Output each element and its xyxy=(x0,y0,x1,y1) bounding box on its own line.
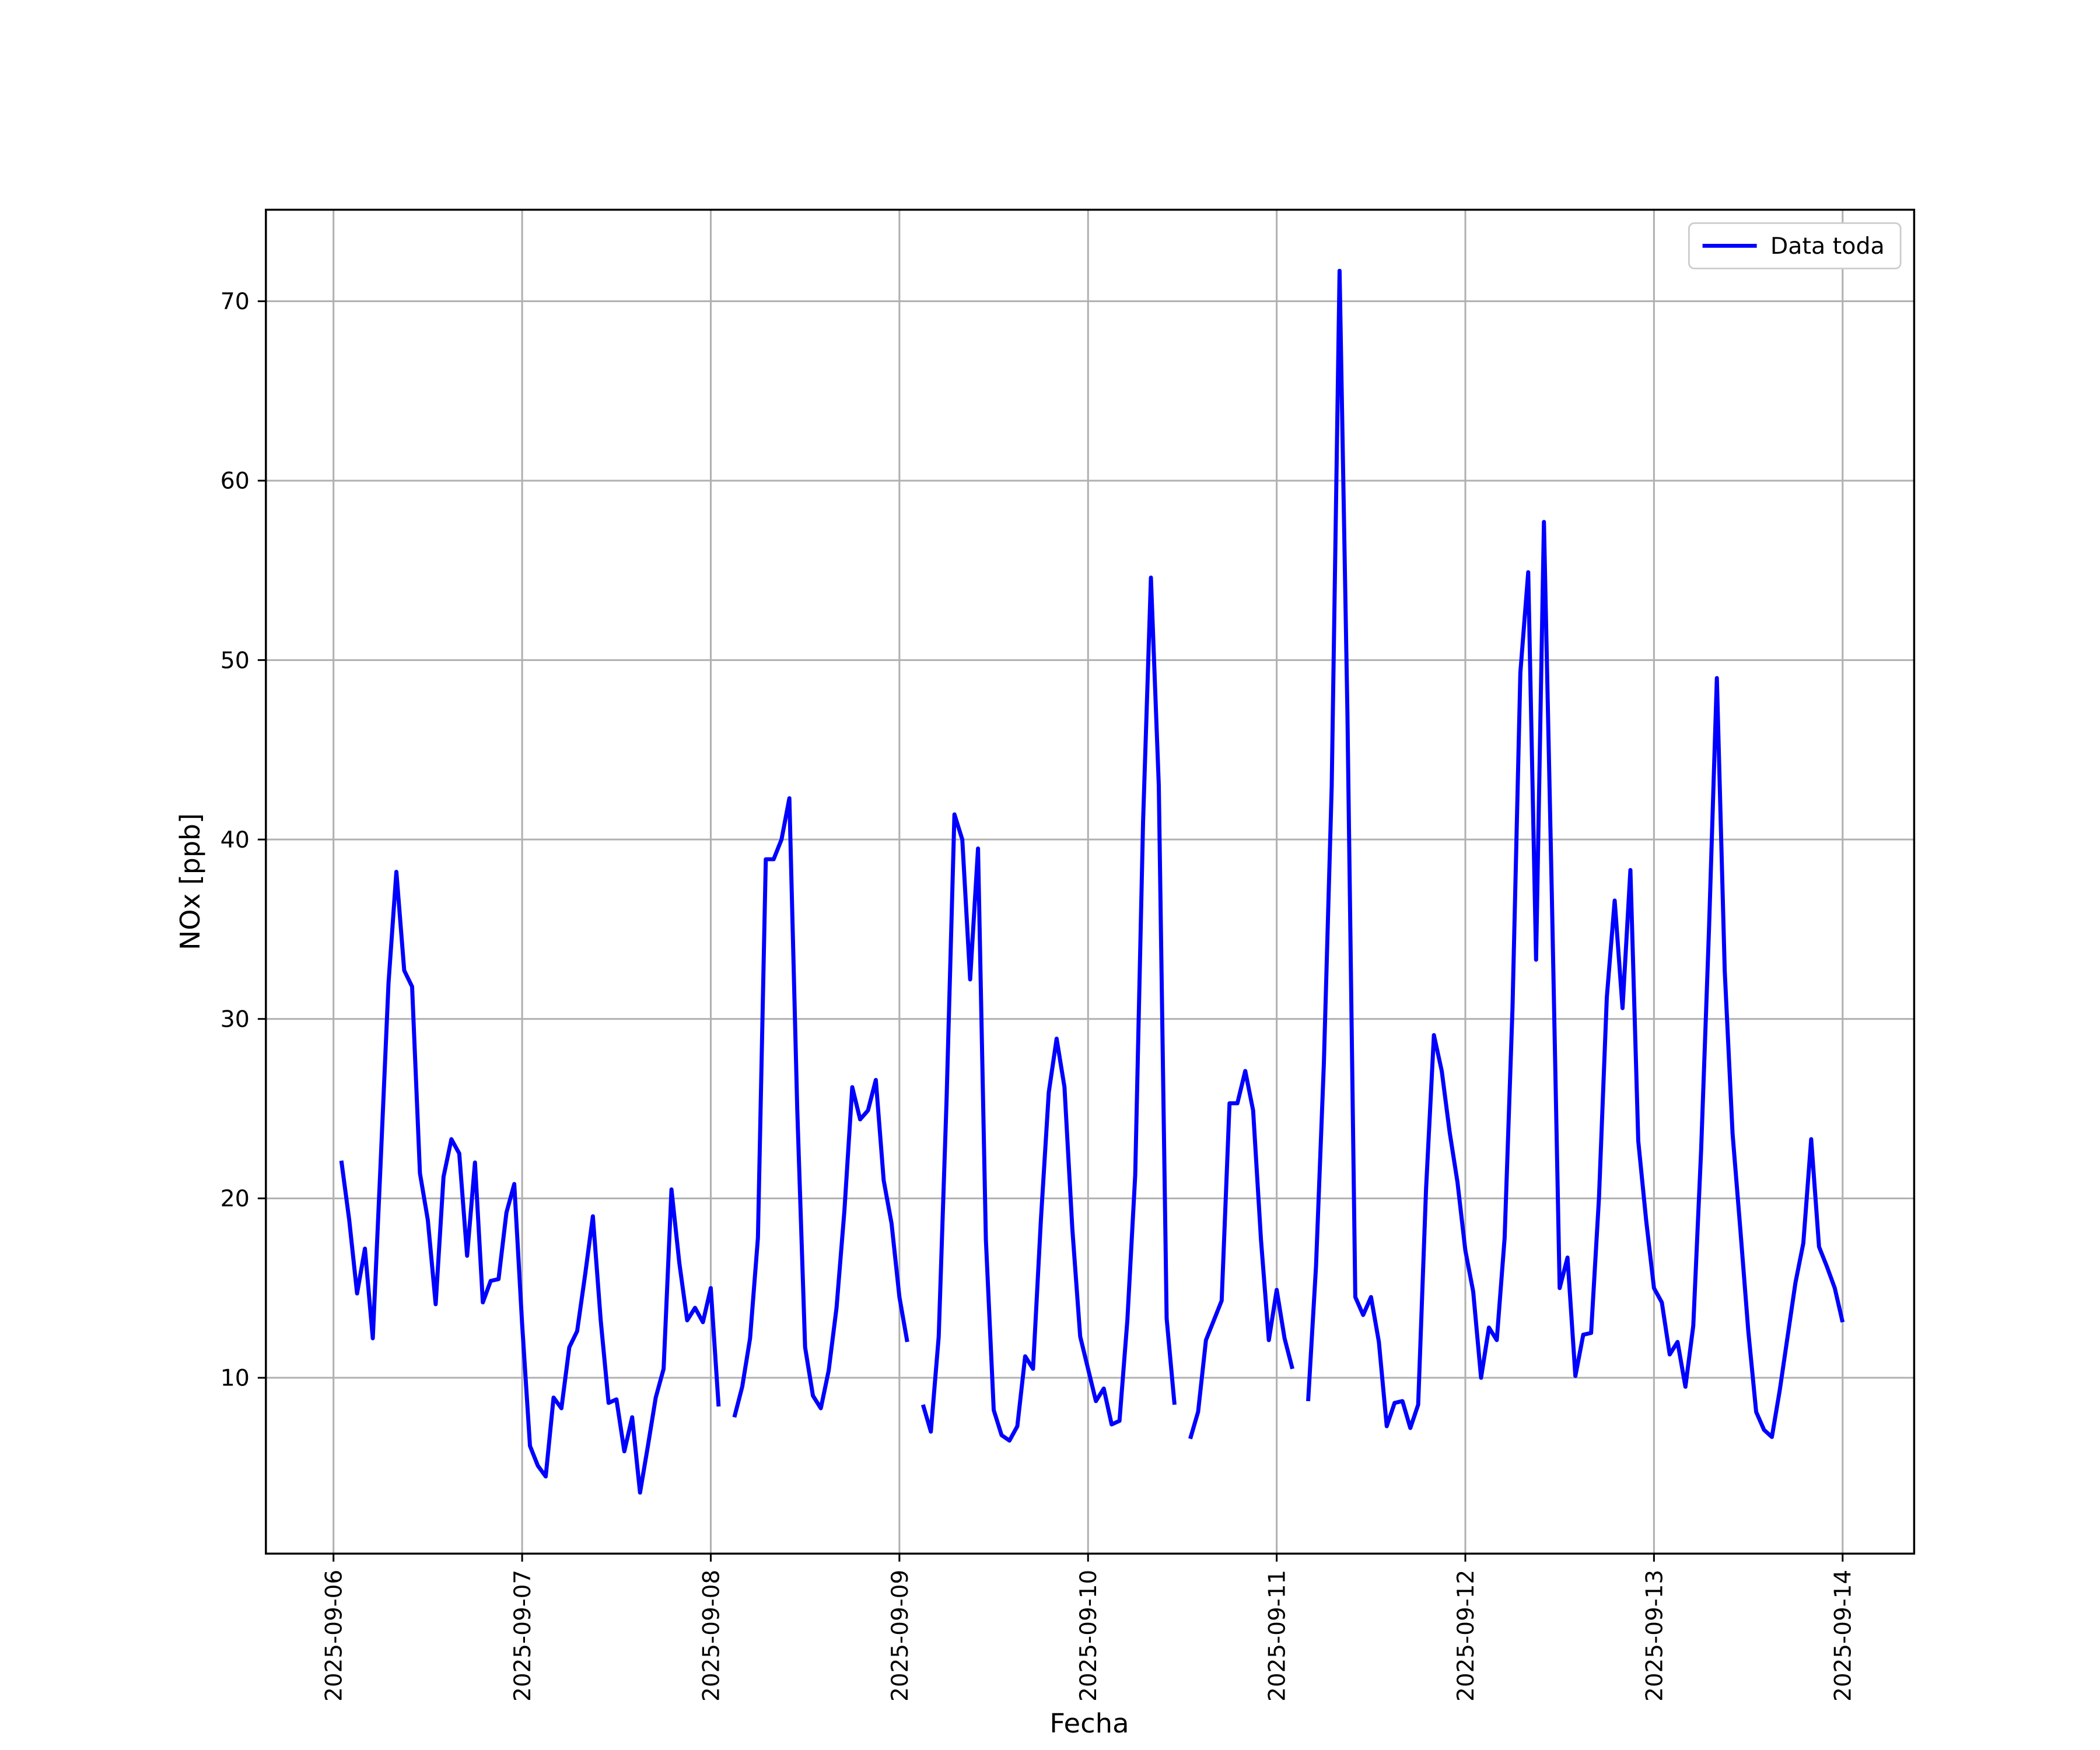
x-tick-label: 2025-09-06 xyxy=(321,1570,347,1702)
x-tick-label: 2025-09-11 xyxy=(1264,1570,1290,1702)
y-tick-label: 60 xyxy=(220,468,250,495)
x-tick-label: 2025-09-14 xyxy=(1830,1570,1856,1702)
legend-box xyxy=(1688,222,1902,270)
y-tick-label: 10 xyxy=(220,1366,250,1392)
y-tick-label: 20 xyxy=(220,1186,250,1212)
x-axis-label: Fecha xyxy=(1049,1708,1129,1740)
x-tick-label: 2025-09-12 xyxy=(1453,1570,1479,1702)
x-tick-label: 2025-09-07 xyxy=(510,1570,536,1702)
legend-label: Data toda xyxy=(1770,233,1885,260)
y-tick-label: 40 xyxy=(220,827,250,853)
x-tick-label: 2025-09-10 xyxy=(1076,1570,1102,1702)
y-axis-label: NOx [ppb] xyxy=(174,813,206,950)
y-tick-label: 70 xyxy=(220,289,250,315)
x-tick-label: 2025-09-13 xyxy=(1642,1570,1668,1702)
x-tick-label: 2025-09-09 xyxy=(887,1570,914,1702)
x-tick-label: 2025-09-08 xyxy=(698,1570,724,1702)
data-line xyxy=(339,268,1845,1495)
y-tick-label: 50 xyxy=(220,648,250,674)
plot-frame xyxy=(265,208,1916,1555)
y-tick-label: 30 xyxy=(220,1007,250,1033)
